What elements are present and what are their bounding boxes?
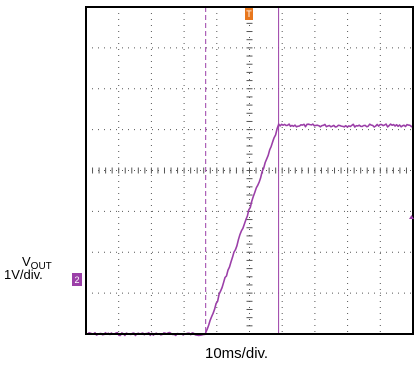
trigger-marker-text: T — [246, 9, 252, 19]
channel-name-label: VOUT — [22, 255, 52, 273]
graticule — [86, 7, 413, 334]
channel-scale-label: 1V/div. — [4, 267, 43, 282]
channel-marker-box — [72, 273, 82, 286]
trigger-marker: T — [245, 8, 253, 20]
cursor-lines — [205, 7, 280, 334]
channel-ground-marker: 2 — [72, 273, 82, 286]
channel-name: V — [22, 254, 31, 269]
channel-subscript: OUT — [30, 261, 52, 272]
timebase-label: 10ms/div. — [205, 345, 269, 362]
plot-frame — [85, 6, 414, 335]
trigger-level-arrow — [409, 215, 414, 219]
channel-marker-text: 2 — [74, 275, 79, 285]
trigger-marker-box — [245, 8, 253, 20]
